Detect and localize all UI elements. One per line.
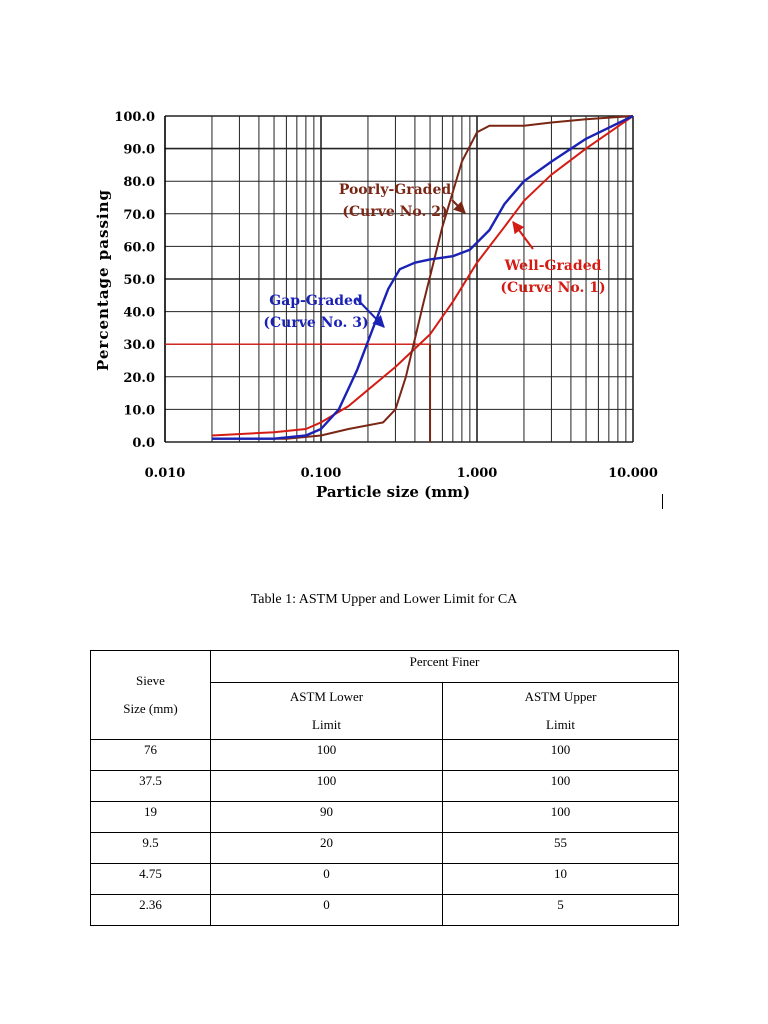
cell-upper: 10 (442, 863, 679, 895)
poorly-graded-label-arrow (451, 199, 466, 214)
cell-upper: 100 (442, 801, 679, 833)
lower-header-line1: ASTM Lower (289, 689, 364, 704)
x-tick-label: 1.000 (457, 466, 498, 481)
cell-upper: 5 (442, 894, 679, 926)
cell-upper: 55 (442, 832, 679, 864)
sieve-header-cell: Sieve Size (mm) (90, 650, 211, 740)
table-row: 37.5 100 100 (90, 770, 679, 802)
cell-lower: 100 (210, 770, 443, 802)
y-tick-label: 10.0 (123, 403, 155, 418)
x-tick-label: 10.000 (608, 466, 658, 481)
table-row: 2.36 0 5 (90, 894, 679, 926)
table-body: 76 100 100 37.5 100 100 19 90 100 9.5 20 55 4.75 0 10 2… (90, 739, 679, 926)
sieve-header-line2: Size (mm) (123, 701, 178, 716)
text-cursor (662, 494, 663, 509)
gap-graded-label-line1: Gap-Graded (269, 293, 363, 309)
chart-grid (164, 115, 634, 443)
cell-lower: 20 (210, 832, 443, 864)
well-graded-label-line1: Well-Graded (504, 258, 602, 274)
y-tick-label: 70.0 (123, 208, 155, 223)
y-tick-label: 100.0 (114, 110, 155, 125)
percent-finer-header: Percent Finer (210, 650, 679, 683)
table-row: 19 90 100 (90, 801, 679, 833)
chart-curves (211, 114, 634, 440)
y-tick-label: 50.0 (123, 273, 155, 288)
table-caption: Table 1: ASTM Upper and Lower Limit for … (250, 592, 518, 607)
lower-header-line2: Limit (312, 717, 341, 732)
gap-graded-curve (212, 114, 634, 440)
x-tick-label: 0.010 (145, 466, 186, 481)
gap-graded-label-arrow (356, 298, 385, 328)
upper-limit-header: ASTM Upper Limit (442, 682, 679, 740)
cell-upper: 100 (442, 739, 679, 771)
x-tick-label: 0.100 (301, 466, 342, 481)
well-graded-label-arrow (512, 221, 534, 250)
y-tick-label: 40.0 (123, 306, 155, 321)
table-row: 76 100 100 (90, 739, 679, 771)
poorly-graded-curve (212, 115, 634, 440)
cell-lower: 90 (210, 801, 443, 833)
y-tick-label: 30.0 (123, 338, 155, 353)
y-tick-label: 80.0 (123, 175, 155, 190)
well-graded-curve (211, 115, 634, 437)
gap-graded-label-line2: (Curve No. 3) (263, 315, 368, 331)
table-row: 9.5 20 55 (90, 832, 679, 864)
cell-sieve: 76 (90, 739, 211, 771)
y-axis-label: Percentage passing (94, 189, 112, 371)
y-tick-label: 20.0 (123, 371, 155, 386)
cell-sieve: 2.36 (90, 894, 211, 926)
table-header-row: Sieve Size (mm) Percent Finer (90, 650, 679, 740)
cell-lower: 0 (210, 863, 443, 895)
cell-sieve: 19 (90, 801, 211, 833)
gradation-chart: 0.0 10.0 20.0 30.0 40.0 50.0 60.0 70.0 80.0 90.0 1… (94, 110, 658, 501)
sieve-header-line1: Sieve (136, 673, 165, 688)
cell-sieve: 9.5 (90, 832, 211, 864)
well-graded-label-line2: (Curve No. 1) (500, 280, 605, 296)
cell-upper: 100 (442, 770, 679, 802)
y-tick-label: 0.0 (132, 436, 155, 451)
cell-lower: 0 (210, 894, 443, 926)
axis-ticks: 0.0 10.0 20.0 30.0 40.0 50.0 60.0 70.0 80.0 90.0 1… (114, 110, 658, 481)
lower-limit-header: ASTM Lower Limit (210, 682, 443, 740)
x-axis-label: Particle size (mm) (316, 483, 470, 501)
cell-sieve: 37.5 (90, 770, 211, 802)
cell-sieve: 4.75 (90, 863, 211, 895)
cell-lower: 100 (210, 739, 443, 771)
curve-labels: Well-Graded (Curve No. 1) Poorly-Graded (Cu… (263, 182, 605, 331)
y-tick-label: 60.0 (123, 240, 155, 255)
y-tick-label: 90.0 (123, 143, 155, 158)
astm-limits-table: Sieve Size (mm) Percent Finer ASTM Lower… (90, 650, 679, 926)
upper-header-line2: Limit (546, 717, 575, 732)
upper-header-line1: ASTM Upper (524, 689, 597, 704)
poorly-graded-label-line2: (Curve No. 2) (342, 204, 447, 220)
table-row: 4.75 0 10 (90, 863, 679, 895)
poorly-graded-label-line1: Poorly-Graded (339, 182, 452, 198)
chart-guide-lines (165, 343, 432, 442)
